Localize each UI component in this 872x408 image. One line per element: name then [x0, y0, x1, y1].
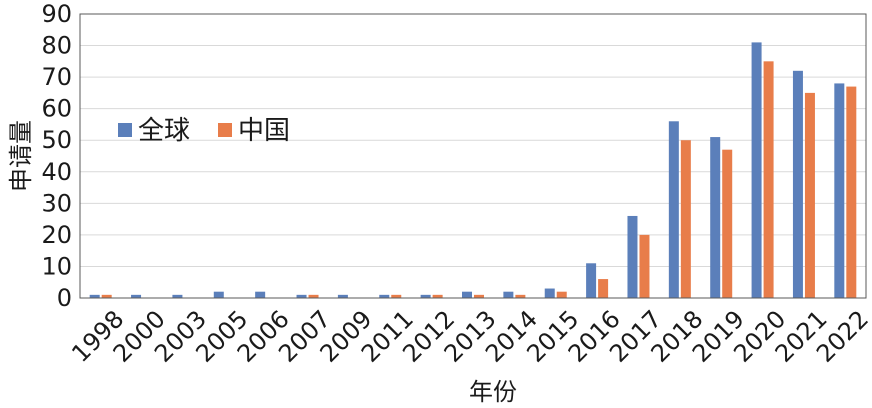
y-tick-label: 20: [41, 221, 72, 249]
bar-china: [598, 279, 609, 298]
bar-global: [792, 70, 803, 298]
bar-china: [515, 294, 526, 298]
bar-global: [586, 263, 597, 298]
y-tick-label: 90: [41, 0, 72, 28]
bar-china: [474, 294, 484, 298]
bar-china: [680, 140, 691, 298]
y-axis-ticks: 0 10 20 30 40 50 60 70 80 90: [41, 0, 72, 312]
y-tick-label: 0: [57, 284, 72, 312]
bar-global: [627, 215, 638, 298]
bar-china: [639, 234, 650, 298]
gridlines: [80, 45, 866, 267]
bar-china: [308, 294, 319, 298]
bar-china: [763, 61, 774, 299]
bar-global: [213, 291, 224, 298]
bar-global: [89, 294, 100, 298]
y-tick-label: 70: [41, 63, 72, 91]
bar-global: [544, 288, 555, 298]
legend: 全球 中国: [118, 116, 290, 146]
bar-global: [503, 291, 514, 298]
y-axis-label: 申请量: [7, 120, 35, 192]
plot-frame: [79, 13, 867, 299]
bar-china: [804, 92, 815, 298]
bar-china: [722, 149, 733, 298]
legend-label-china: 中国: [238, 116, 290, 146]
bar-global: [751, 42, 762, 299]
legend-swatch-china: [218, 123, 232, 137]
bar-global: [834, 83, 845, 298]
bar-global: [420, 294, 431, 298]
bar-global: [668, 121, 679, 299]
legend-swatch-global: [118, 123, 132, 137]
y-tick-label: 30: [41, 189, 72, 217]
bar-global: [255, 291, 266, 298]
bar-china: [556, 291, 567, 298]
bar-global: [172, 294, 183, 298]
bars: [89, 42, 857, 299]
bar-global: [337, 294, 348, 298]
bar-global: [296, 294, 307, 298]
bar-global: [379, 294, 390, 298]
y-tick-label: 10: [41, 252, 72, 280]
bar-china: [432, 294, 443, 298]
bar-global: [710, 137, 721, 298]
bar-china: [846, 86, 857, 298]
y-tick-label: 50: [41, 126, 72, 154]
bar-china: [101, 294, 112, 298]
y-tick-label: 80: [41, 32, 72, 60]
bar-china: [391, 294, 402, 298]
bar-global: [131, 294, 142, 298]
x-axis-ticks: 1998200020032005200620072009201120122013…: [66, 305, 872, 368]
bar-global: [462, 291, 472, 298]
legend-label-global: 全球: [138, 116, 190, 146]
x-axis-label: 年份: [469, 378, 517, 406]
y-tick-label: 60: [41, 95, 72, 123]
y-tick-label: 40: [41, 158, 72, 186]
